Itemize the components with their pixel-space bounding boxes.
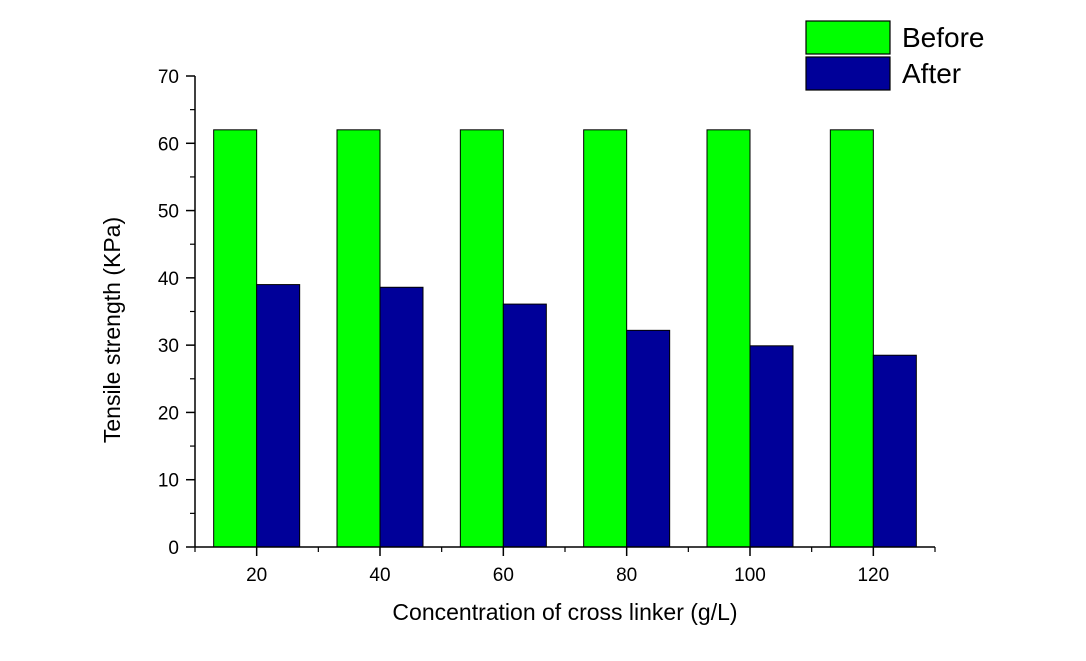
y-tick-label: 0 (168, 538, 179, 559)
bar-after-60 (502, 303, 547, 548)
bar-after-80 (626, 329, 671, 548)
bar-after-120 (872, 354, 917, 548)
x-tick-label-120: 120 (857, 565, 889, 586)
legend-label-after: After (902, 58, 961, 89)
legend: Before After (805, 20, 985, 91)
bar-after-100 (749, 345, 794, 548)
bar-after-40 (379, 286, 424, 548)
x-tick-label-20: 20 (246, 565, 267, 586)
bar-before-60 (459, 129, 504, 548)
y-axis-title: Tensile strength (KPa) (99, 217, 125, 443)
bar-before-100 (706, 129, 751, 548)
bar-after-20 (256, 284, 301, 548)
plot-area (213, 129, 917, 548)
y-tick-label: 40 (158, 269, 179, 290)
x-tick-label-40: 40 (369, 565, 390, 586)
legend-swatch-before (805, 20, 891, 55)
x-tick-label-100: 100 (734, 565, 766, 586)
x-tick-label-80: 80 (616, 565, 637, 586)
x-axis-title: Concentration of cross linker (g/L) (392, 599, 737, 625)
axes: 0 10 20 30 40 50 60 70 20 40 60 80 100 120 (158, 67, 936, 586)
bar-before-20 (213, 129, 258, 548)
bar-before-40 (336, 129, 381, 548)
x-tick-label-60: 60 (493, 565, 514, 586)
y-tick-label: 20 (158, 403, 179, 424)
bar-before-80 (583, 129, 628, 548)
y-tick-label: 70 (158, 67, 179, 88)
bar-before-120 (829, 129, 874, 548)
y-tick-label: 60 (158, 134, 179, 155)
legend-swatch-after (805, 56, 891, 91)
y-tick-label: 10 (158, 471, 179, 492)
y-tick-label: 50 (158, 202, 179, 223)
y-tick-label: 30 (158, 336, 179, 357)
legend-label-before: Before (902, 22, 985, 53)
